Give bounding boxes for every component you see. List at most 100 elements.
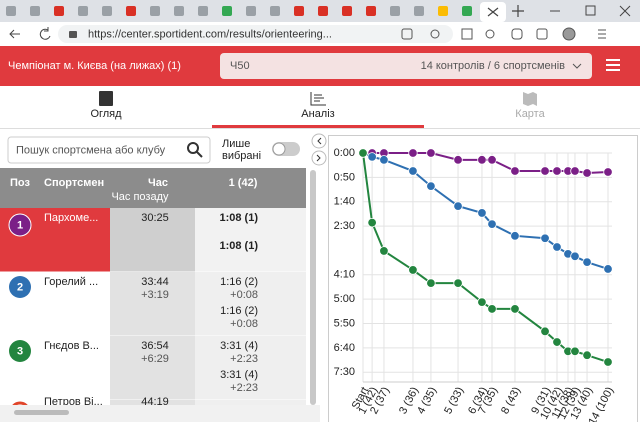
athlete-name[interactable]: Горелий ... [44,276,98,288]
series-point[interactable] [603,357,613,367]
horizontal-scrollbar[interactable] [14,410,69,415]
lock-icon [69,31,77,38]
series-point[interactable] [426,148,436,158]
series-point[interactable] [453,201,463,211]
series-point[interactable] [379,155,389,165]
class-summary: 14 контролів / 6 спортсменів [421,60,566,72]
athlete-name[interactable]: Пархоме... [44,212,98,224]
header-time: Час [148,177,168,189]
athlete-name[interactable]: Петров Ві... [44,396,103,408]
series-point[interactable] [408,166,418,176]
series-point[interactable] [540,166,550,176]
row-time-cell [110,208,195,272]
split-time: 1:16 (2) [220,276,258,288]
series-point[interactable] [367,152,377,162]
position: 1 [17,219,23,231]
series-point[interactable] [510,304,520,314]
split-behind: +2:23 [230,353,258,365]
split-behind: +0:08 [230,289,258,301]
finish-time: 30:25 [141,212,169,224]
toggle-knob [272,142,286,156]
series-point[interactable] [367,217,377,228]
toggle-label-2: вибрані [222,150,261,162]
series-point[interactable] [582,350,592,360]
header-name: Спортсмен [44,177,104,189]
series-point[interactable] [570,166,580,176]
series-point[interactable] [358,148,368,158]
series-point[interactable] [477,208,487,218]
close-window[interactable] [619,5,631,17]
active-tab-indicator [212,125,424,128]
series-point[interactable] [540,326,550,337]
row-split-cell [195,272,306,336]
menu-button[interactable] [606,59,620,71]
series-point[interactable] [510,231,520,241]
maximize[interactable] [585,5,596,16]
series-point[interactable] [477,155,487,165]
search-icon [187,142,199,154]
series-point[interactable] [477,297,487,307]
series-point[interactable] [603,167,613,177]
header-pos: Поз [10,177,30,189]
series-point[interactable] [582,168,592,178]
series-point[interactable] [487,219,497,229]
y-tick-label: 5:00 [334,293,355,305]
series-point[interactable] [453,278,463,288]
position-badge [8,213,32,237]
tab-icons [6,6,472,16]
series-point[interactable] [408,265,418,275]
athlete-name[interactable]: Гнєдов В... [44,340,99,352]
class-select[interactable] [220,53,592,79]
reload-button[interactable] [39,27,51,40]
url: https://center.sportident.com/results/or… [88,28,332,40]
series-point[interactable] [487,155,497,165]
tab-overview[interactable]: Огляд [90,108,122,120]
series-point[interactable] [408,148,418,158]
tab-analysis[interactable]: Аналіз [301,108,334,120]
row-time-cell [110,336,195,400]
split-behind: +2:23 [230,382,258,394]
y-tick-label: 4:10 [334,269,355,281]
vertical-scrollbar[interactable] [310,170,316,405]
analysis-icon [310,92,326,106]
search-box[interactable] [7,136,211,164]
series-point[interactable] [379,246,389,256]
series-point[interactable] [552,242,562,252]
chart-panel [328,135,638,426]
series-point[interactable] [426,181,436,191]
row-split-cell [195,208,306,272]
back-button[interactable] [9,29,20,39]
map-icon [523,92,537,106]
y-tick-label: 0:00 [334,147,355,159]
series-point[interactable] [552,337,562,347]
address-field[interactable] [58,25,453,43]
header-behind: Час позаду [111,191,169,203]
series-point[interactable] [582,257,592,267]
series-point[interactable] [426,278,436,288]
series-point[interactable] [540,233,550,243]
collapse-left[interactable] [311,133,327,149]
split-time: 3:31 (4) [220,369,258,381]
tab-map[interactable]: Карта [515,108,545,120]
row-time-cell [110,272,195,336]
series-point[interactable] [570,346,580,357]
header-split: 1 (42) [229,177,258,189]
y-tick-label: 7:30 [334,366,355,378]
split-time: 1:08 (1) [219,212,258,224]
series-point[interactable] [570,251,580,261]
new-tab[interactable] [512,5,524,17]
position: 2 [17,281,23,293]
collapse-right[interactable] [311,150,327,166]
toolbar-icons [401,27,606,41]
position: 3 [17,345,23,357]
close-tab[interactable] [487,7,499,17]
split-time: 1:16 (2) [220,305,258,317]
series-point[interactable] [552,166,562,176]
y-tick-label: 6:40 [334,342,355,354]
series-point[interactable] [487,304,497,314]
series-point[interactable] [453,155,463,165]
chevron [572,63,582,69]
split-time: 3:31 (4) [220,340,258,352]
series-point[interactable] [510,166,520,176]
series-point[interactable] [603,264,613,274]
